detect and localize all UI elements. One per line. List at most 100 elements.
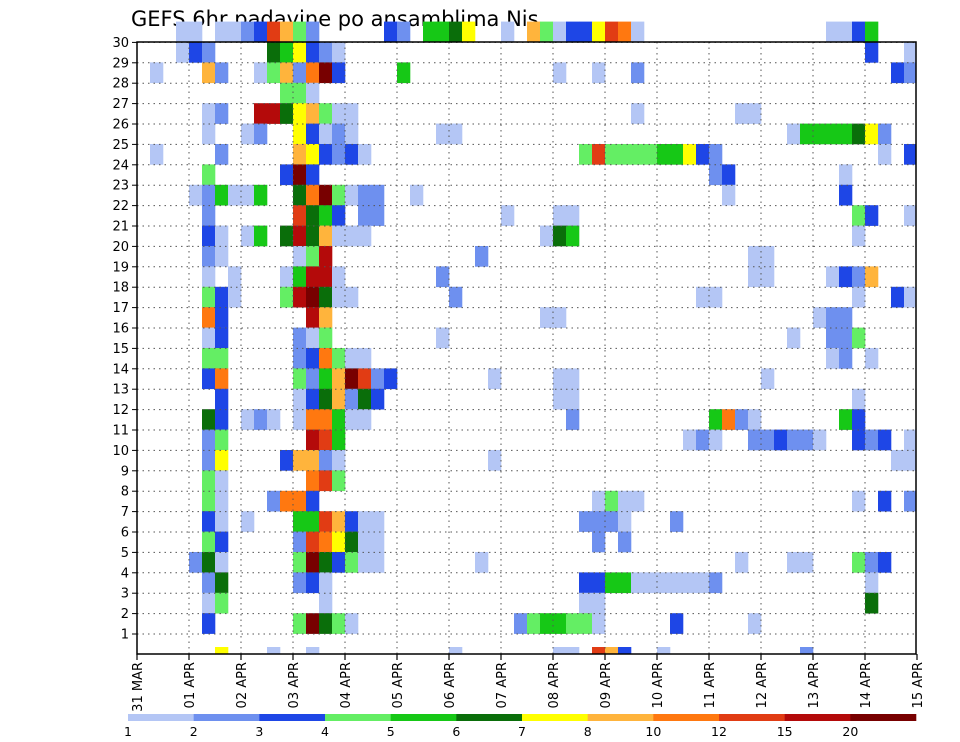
heatmap-cell bbox=[631, 21, 645, 43]
heatmap-cell bbox=[293, 246, 307, 267]
heatmap-cell bbox=[436, 266, 450, 288]
y-tick-label: 6 bbox=[121, 526, 129, 541]
heatmap-cell bbox=[293, 572, 307, 594]
x-tick-label: 10 APR bbox=[651, 662, 666, 708]
heatmap-cell bbox=[904, 42, 917, 63]
heatmap-cell bbox=[332, 144, 346, 165]
heatmap-cell bbox=[592, 647, 606, 655]
x-tick-label: 08 APR bbox=[547, 662, 562, 708]
heatmap-cell bbox=[306, 184, 320, 206]
legend-color-swatch bbox=[522, 714, 588, 721]
heatmap-cell bbox=[202, 450, 216, 471]
heatmap-cell bbox=[254, 103, 268, 124]
y-tick-label: 14 bbox=[112, 362, 129, 377]
heatmap-cell bbox=[839, 266, 853, 288]
heatmap-cell bbox=[215, 647, 229, 655]
heatmap-cell bbox=[345, 368, 359, 390]
heatmap-cell bbox=[813, 307, 827, 328]
heatmap-cell bbox=[566, 225, 580, 247]
heatmap-cell bbox=[319, 225, 333, 247]
heatmap-cell bbox=[787, 123, 801, 145]
y-tick-label: 25 bbox=[112, 138, 129, 153]
heatmap-cell bbox=[826, 266, 840, 288]
heatmap-cell bbox=[319, 62, 333, 84]
heatmap-cell bbox=[540, 21, 554, 43]
heatmap-cell bbox=[709, 286, 723, 308]
heatmap-cell bbox=[202, 552, 216, 573]
heatmap-cell bbox=[215, 62, 229, 84]
heatmap-cell bbox=[722, 184, 736, 206]
heatmap-cell bbox=[306, 62, 320, 84]
heatmap-cell bbox=[332, 42, 346, 63]
heatmap-cell bbox=[306, 388, 320, 410]
heatmap-cell bbox=[449, 21, 463, 43]
heatmap-cell bbox=[358, 511, 372, 532]
heatmap-cell bbox=[319, 123, 333, 145]
legend-label: 2 bbox=[190, 724, 198, 739]
heatmap-cell bbox=[540, 307, 554, 328]
heatmap-cell bbox=[488, 450, 502, 471]
heatmap-cell bbox=[228, 286, 242, 308]
x-tick-label: 31 MAR bbox=[131, 662, 146, 712]
heatmap-cell bbox=[332, 388, 346, 410]
heatmap-cell bbox=[709, 429, 723, 451]
heatmap-cell bbox=[215, 592, 229, 614]
heatmap-cell bbox=[332, 62, 346, 84]
heatmap-cell bbox=[345, 409, 359, 430]
heatmap-cell bbox=[254, 62, 268, 84]
heatmap-cell bbox=[475, 246, 489, 267]
heatmap-cell bbox=[553, 21, 567, 43]
heatmap-cell bbox=[280, 82, 294, 104]
heatmap-cell bbox=[449, 123, 463, 145]
heatmap-cell bbox=[215, 450, 229, 471]
heatmap-cell bbox=[345, 531, 359, 553]
y-tick-label: 10 bbox=[112, 444, 129, 459]
heatmap-cell bbox=[267, 21, 281, 43]
y-tick-label: 20 bbox=[112, 240, 129, 255]
heatmap-cell bbox=[631, 62, 645, 84]
x-tick-label: 09 APR bbox=[599, 662, 614, 708]
heatmap-cell bbox=[761, 429, 775, 451]
heatmap-cell bbox=[332, 531, 346, 553]
heatmap-cell bbox=[306, 123, 320, 145]
heatmap-cell bbox=[852, 123, 866, 145]
heatmap-cell bbox=[228, 184, 242, 206]
heatmap-cell bbox=[670, 613, 684, 634]
heatmap-cell bbox=[787, 327, 801, 349]
heatmap-cell bbox=[293, 490, 307, 512]
heatmap-cell bbox=[527, 613, 541, 634]
heatmap-cell bbox=[306, 409, 320, 430]
heatmap-cell bbox=[319, 613, 333, 634]
heatmap-cell bbox=[839, 327, 853, 349]
heatmap-cell bbox=[540, 613, 554, 634]
heatmap-cell bbox=[618, 511, 632, 532]
heatmap-cell bbox=[878, 490, 892, 512]
heatmap-cell bbox=[787, 429, 801, 451]
heatmap-cell bbox=[332, 368, 346, 390]
heatmap-cell bbox=[371, 184, 385, 206]
heatmap-cell bbox=[306, 225, 320, 247]
heatmap-cell bbox=[345, 552, 359, 573]
heatmap-cell bbox=[189, 552, 203, 573]
heatmap-cell bbox=[202, 368, 216, 390]
heatmap-cell bbox=[618, 490, 632, 512]
heatmap-cell bbox=[579, 613, 593, 634]
heatmap-cell bbox=[852, 327, 866, 349]
heatmap-cell bbox=[189, 42, 203, 63]
heatmap-cell bbox=[865, 348, 879, 369]
heatmap-cell bbox=[358, 531, 372, 553]
heatmap-cell bbox=[358, 205, 372, 226]
y-tick-label: 3 bbox=[121, 587, 129, 602]
heatmap-cell bbox=[241, 511, 255, 532]
heatmap-cell bbox=[748, 613, 762, 634]
heatmap-cell bbox=[592, 531, 606, 553]
heatmap-cell bbox=[345, 348, 359, 369]
heatmap-cell bbox=[202, 307, 216, 328]
heatmap-cell bbox=[631, 144, 645, 165]
heatmap-cell bbox=[839, 184, 853, 206]
heatmap-cell bbox=[319, 205, 333, 226]
legend-color-swatch bbox=[193, 714, 260, 721]
y-tick-label: 8 bbox=[121, 485, 129, 500]
heatmap-cell bbox=[306, 103, 320, 124]
heatmap-cell bbox=[358, 184, 372, 206]
